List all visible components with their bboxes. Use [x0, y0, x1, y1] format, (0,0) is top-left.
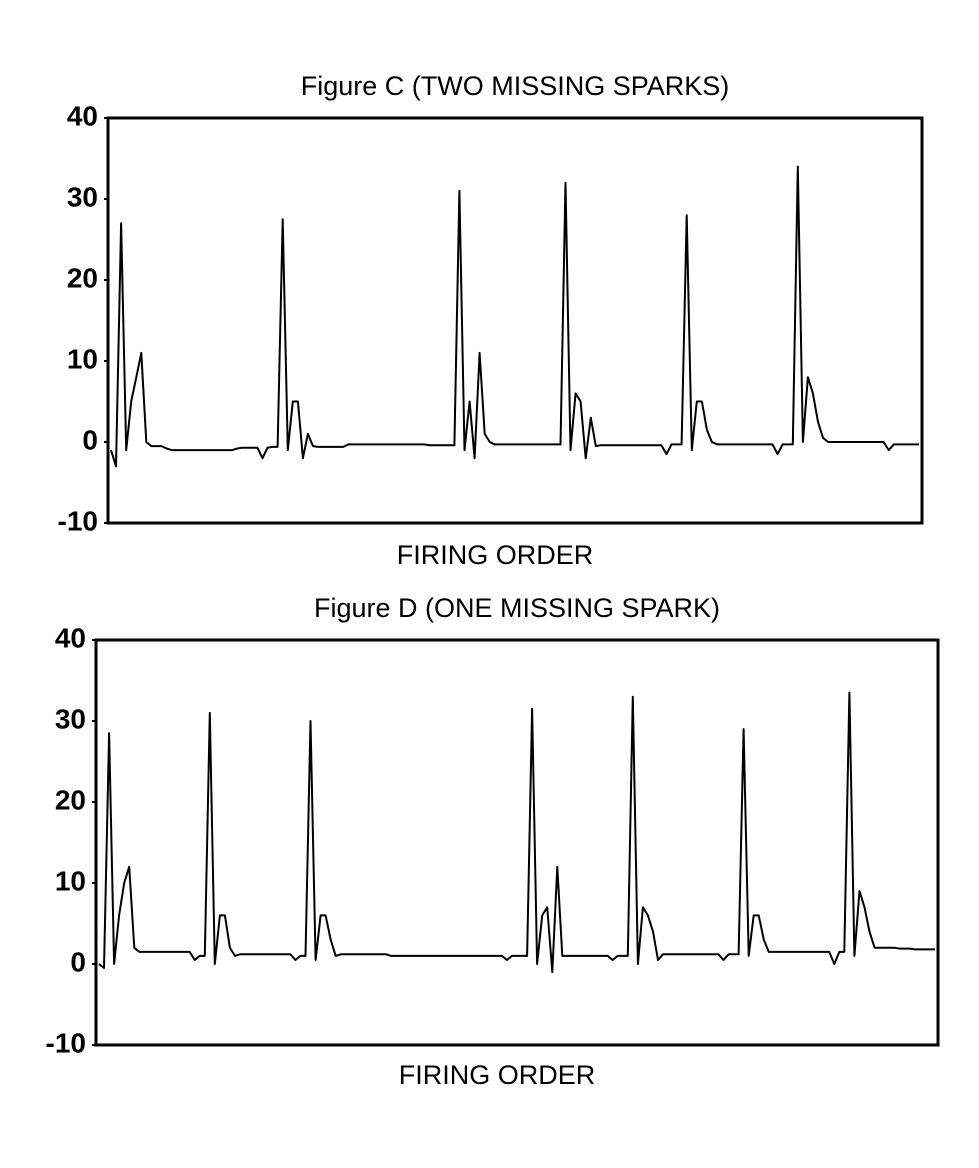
y-tick-label: 30 [55, 703, 86, 734]
plot-frame [94, 638, 940, 1047]
x-axis-label: FIRING ORDER [397, 540, 594, 570]
y-tick-label: 0 [82, 424, 98, 455]
y-tick-label: 10 [55, 865, 86, 896]
y-tick-label: 0 [70, 946, 86, 977]
data-line [110, 165, 919, 468]
chart-title: Figure C (TWO MISSING SPARKS) [301, 71, 730, 101]
y-tick-label: 40 [55, 622, 86, 653]
x-axis-label: FIRING ORDER [399, 1060, 596, 1090]
y-tick-label: 10 [67, 343, 98, 374]
y-tick-label: 20 [55, 784, 86, 815]
data-line [98, 691, 935, 974]
y-tick-label: 40 [67, 100, 98, 131]
chart-title: Figure D (ONE MISSING SPARK) [314, 593, 720, 623]
plot-frame [106, 116, 924, 525]
y-tick-label: 30 [67, 181, 98, 212]
y-tick-label: 20 [67, 262, 98, 293]
y-tick-label: -10 [46, 1027, 86, 1058]
y-tick-label: -10 [58, 505, 98, 536]
